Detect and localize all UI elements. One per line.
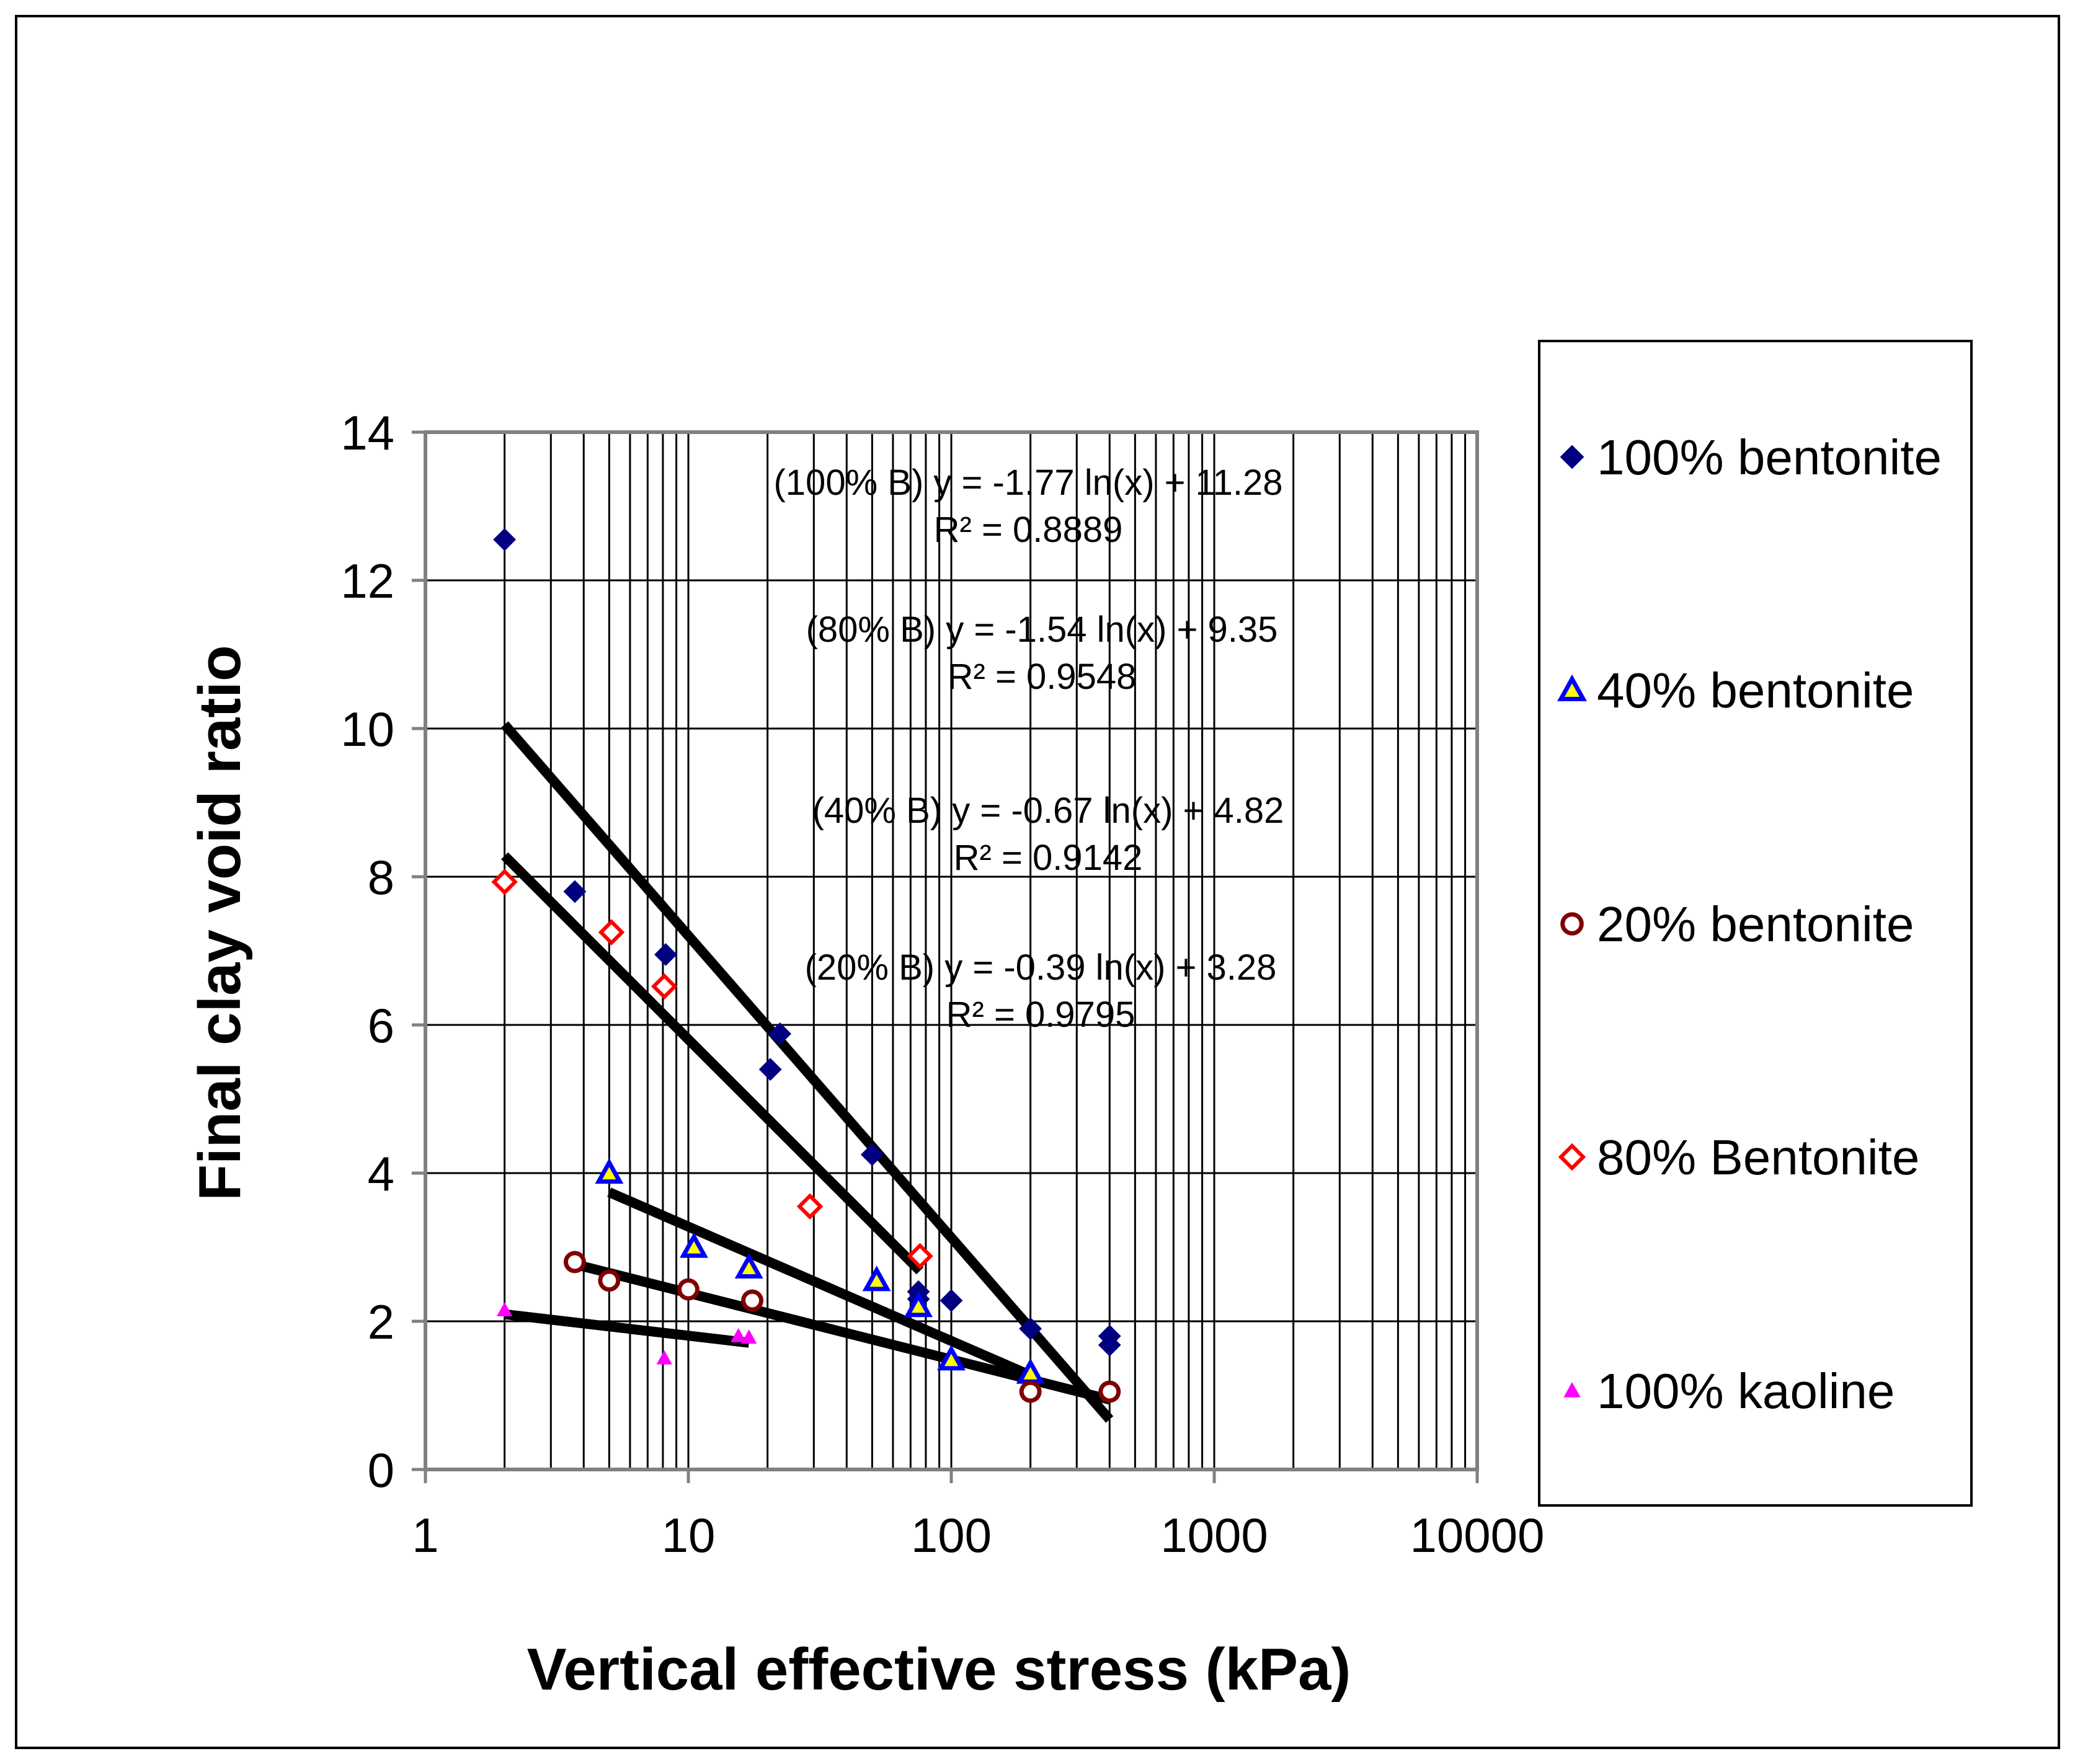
data-point [768,1022,792,1045]
data-point [563,1251,586,1274]
x-tick-label: 1 [412,1508,438,1562]
data-point [860,1143,884,1166]
data-point [595,1158,624,1184]
data-point [758,1058,782,1081]
grid [425,432,1477,1469]
data-point [1019,1380,1042,1403]
trendline-r2: R² = 0.9142 [954,838,1143,878]
data-point [862,1265,891,1292]
y-tick-label: 12 [340,554,394,608]
x-tick-label: 10000 [1410,1508,1545,1562]
data-point [1019,1317,1042,1341]
data-point [796,1193,824,1220]
legend-label: 100% bentonite [1597,430,1942,485]
data-point [598,919,625,946]
axis-ticks [412,430,1479,1483]
data-point [731,1327,747,1342]
trendline-r2: R² = 0.8889 [934,510,1123,550]
data-point [563,880,587,903]
legend-marker [1563,1381,1581,1398]
data-point [937,1344,966,1371]
trendline-equations: (100% B) y = -1.77 ln(x) + 11.28 R² = 0.8… [773,463,1284,1035]
data-point [940,1289,963,1312]
x-axis-title: Vertical effective stress (kPa) [527,1636,1351,1703]
trendline [500,721,1114,1423]
y-tick-label: 2 [368,1295,394,1349]
data-point [734,1252,763,1279]
legend-entries: 100% bentonite 40% bentonite 20% bentonite… [1557,430,1942,1419]
y-tick-label: 4 [368,1146,394,1201]
data-point [680,1232,708,1258]
trendline [607,1187,1033,1380]
data-point [1016,1358,1045,1384]
data-point [491,869,518,895]
data-point [654,943,677,966]
legend-marker [1560,912,1584,936]
trendline [500,852,924,1275]
trendline-equation: (20% B) y = -0.39 ln(x) + 3.28 [805,947,1277,988]
data-point [1098,1333,1121,1357]
y-tick-label: 10 [340,702,394,756]
x-tick-label: 10 [662,1508,716,1562]
legend-marker [1558,1143,1586,1171]
legend-label: 20% bentonite [1597,897,1914,952]
y-tick-label: 0 [368,1443,394,1497]
y-tick-label: 6 [368,998,394,1053]
legend-marker [1560,445,1584,469]
data-point [904,1291,933,1318]
x-tick-label: 1000 [1160,1508,1268,1562]
data-point [907,1243,933,1270]
data-point [656,1350,672,1365]
trendline [504,1309,750,1348]
tick-labels: 0 2 4 6 8 10 12 14 1 10 100 1000 10000 [340,406,1544,1562]
data-point [741,1329,757,1344]
legend [1538,340,1973,1507]
data-point [651,973,678,1000]
data-point [598,1269,621,1292]
data-point [496,1302,513,1316]
y-axis-title: Final clay void ratio [187,645,253,1200]
data-point [493,528,517,551]
legend-label: 100% kaoline [1597,1363,1895,1419]
trendline-r2: R² = 0.9548 [948,657,1137,697]
data-point [741,1289,763,1312]
data-point [677,1278,700,1301]
legend-label: 80% Bentonite [1597,1130,1919,1185]
data-point [1098,1380,1121,1403]
data-points [491,528,1121,1403]
x-tick-label: 100 [911,1508,992,1562]
trendline-equation: (100% B) y = -1.77 ln(x) + 11.28 [773,463,1282,503]
trendline-equation: (80% B) y = -1.54 ln(x) + 9.35 [806,609,1278,650]
y-tick-label: 14 [340,406,394,460]
y-tick-label: 8 [368,850,394,905]
legend-label: 40% bentonite [1597,663,1914,718]
trendline-equation: (40% B) y = -0.67 ln(x) + 4.82 [812,791,1284,831]
legend-marker [1557,674,1587,701]
trendline-r2: R² = 0.9795 [946,995,1135,1035]
